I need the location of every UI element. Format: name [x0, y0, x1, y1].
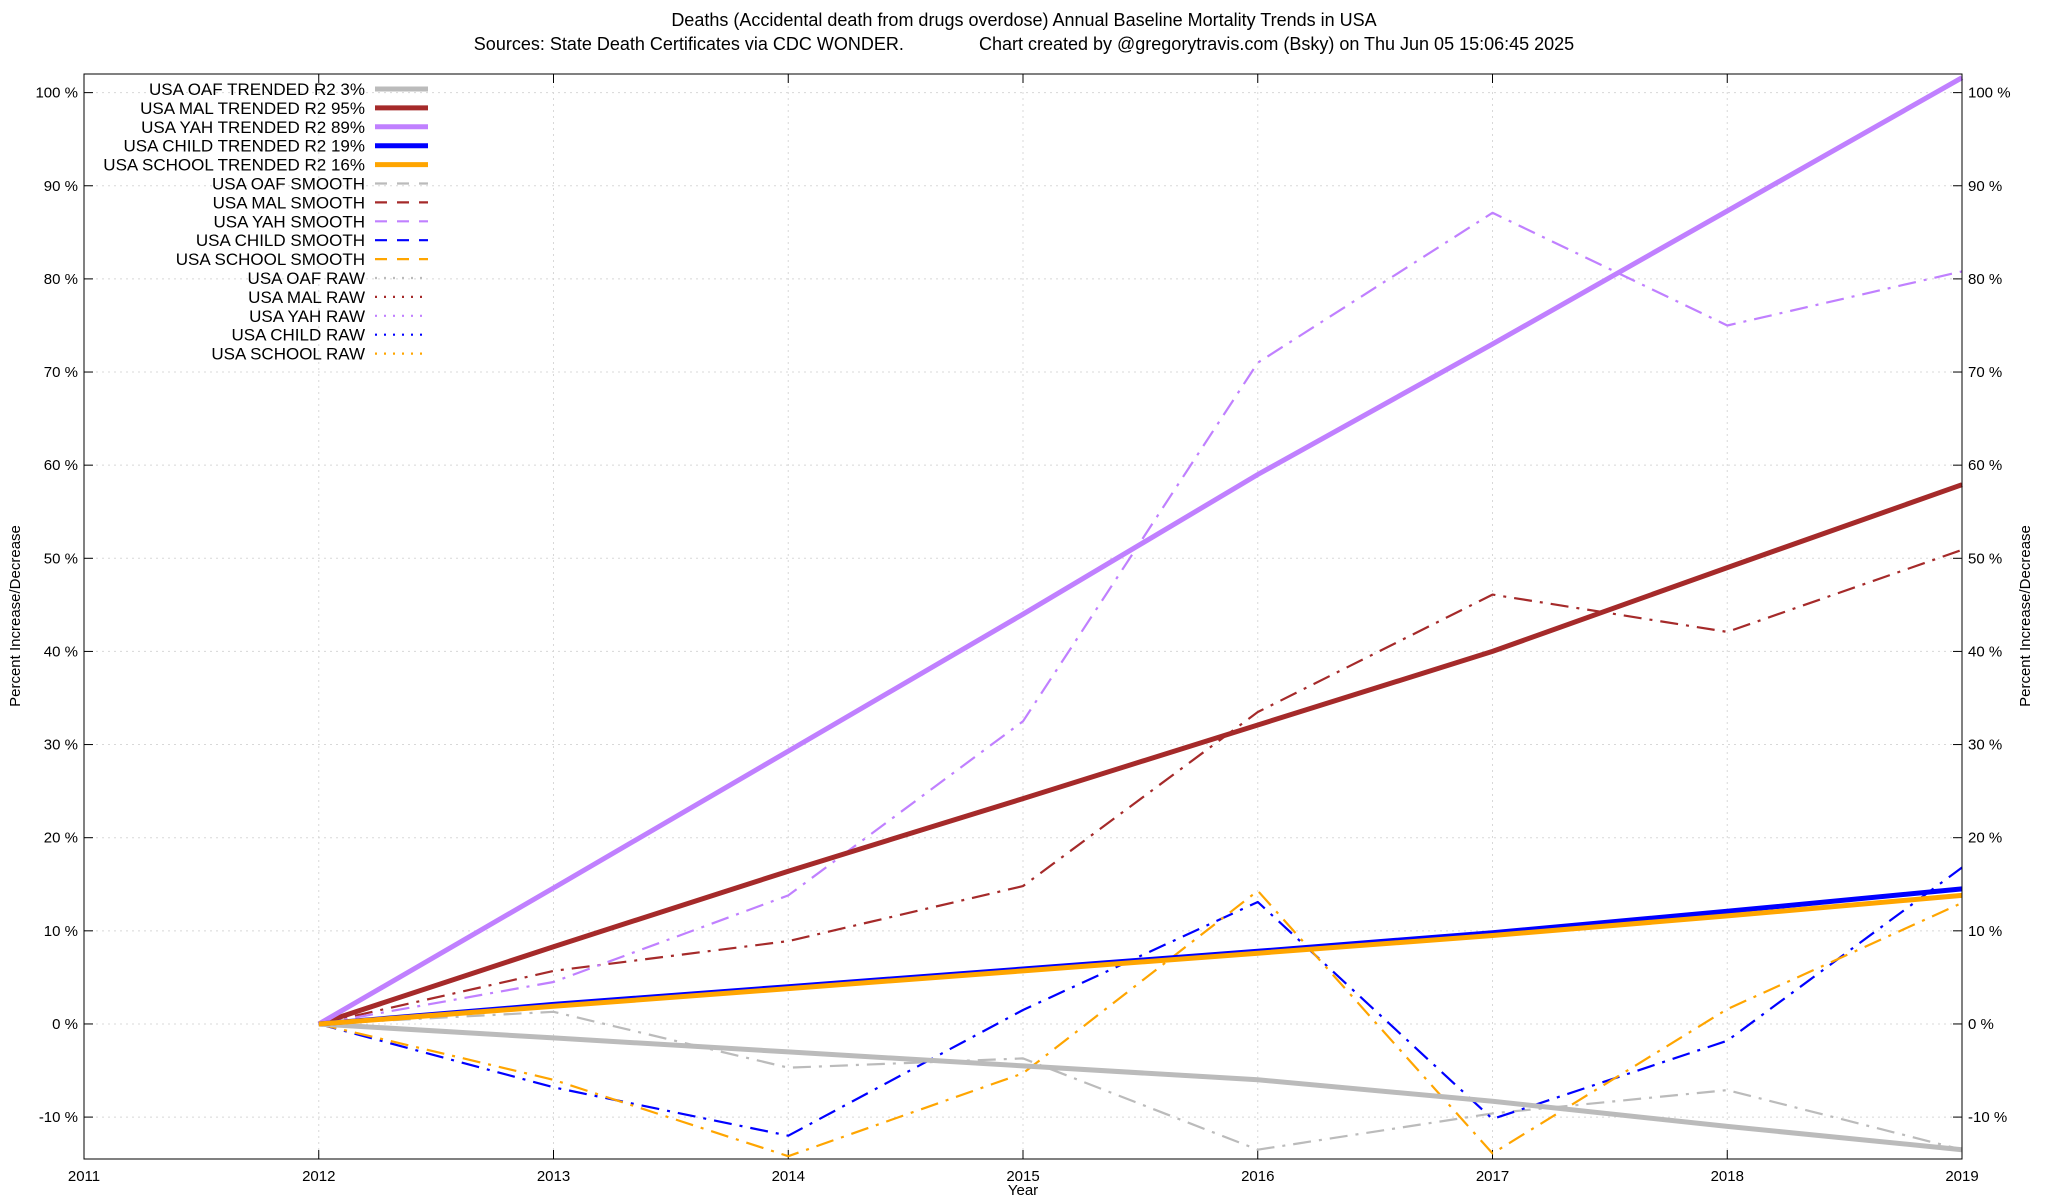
series-line-usa-mal-smooth [318, 548, 1963, 1026]
y-tick-label: 70 % [44, 364, 78, 381]
series-line-usa-yah-smooth [318, 211, 1963, 1026]
y2-tick-label: 60 % [1968, 457, 2002, 474]
y2-tick-label: 90 % [1968, 178, 2002, 195]
y-tick-label: 30 % [44, 737, 78, 754]
legend-label: USA YAH RAW [249, 307, 365, 326]
y2-tick-label: 70 % [1968, 364, 2002, 381]
series-line-usa-yah-trended-r2-89 [317, 75, 1964, 1027]
y2-tick-label: 50 % [1968, 550, 2002, 567]
x-tick-label: 2018 [1711, 1168, 1744, 1185]
y2-tick-label: 10 % [1968, 923, 2002, 940]
legend-label: USA OAF SMOOTH [212, 175, 365, 194]
x-tick-label: 2013 [537, 1168, 570, 1185]
y-tick-label: 100 % [35, 85, 78, 102]
y-tick-label: 90 % [44, 178, 78, 195]
series-line-usa-child-smooth [318, 866, 1963, 1137]
y2-tick-label: 80 % [1968, 271, 2002, 288]
chart-title: Deaths (Accidental death from drugs over… [671, 10, 1376, 30]
y-tick-label: 0 % [52, 1016, 78, 1033]
legend-label: USA MAL TRENDED R2 95% [140, 99, 365, 118]
y-axis-label: Percent Increase/Decrease [7, 525, 24, 707]
series-line-usa-oaf-trended-r2-3 [318, 1021, 1963, 1153]
plot-frame [83, 73, 1963, 1160]
x-tick-label: 2019 [1945, 1168, 1978, 1185]
y2-tick-label: 40 % [1968, 643, 2002, 660]
y-tick-label: 80 % [44, 271, 78, 288]
legend-label: USA MAL RAW [248, 288, 365, 307]
y-tick-label: 10 % [44, 923, 78, 940]
y2-tick-label: 0 % [1968, 1016, 1994, 1033]
legend-label: USA OAF RAW [248, 269, 365, 288]
y2-axis-label: Percent Increase/Decrease [2017, 525, 2034, 707]
legend-label: USA YAH SMOOTH [214, 212, 365, 231]
legend-label: USA CHILD RAW [231, 326, 365, 345]
y-tick-label: 20 % [44, 830, 78, 847]
x-tick-label: 2017 [1476, 1168, 1509, 1185]
y2-tick-label: 100 % [1968, 85, 2011, 102]
series-line-usa-oaf-smooth [318, 1010, 1963, 1151]
legend: USA OAF TRENDED R2 3%USA MAL TRENDED R2 … [103, 80, 428, 364]
y-tick-label: 50 % [44, 550, 78, 567]
x-tick-label: 2012 [302, 1168, 335, 1185]
legend-label: USA OAF TRENDED R2 3% [149, 80, 365, 99]
x-axis-label: Year [1008, 1182, 1038, 1199]
legend-label: USA CHILD TRENDED R2 19% [123, 137, 365, 156]
grid [83, 74, 1963, 1159]
y2-tick-label: 20 % [1968, 830, 2002, 847]
legend-label: USA YAH TRENDED R2 89% [141, 118, 365, 137]
legend-label: USA MAL SMOOTH [213, 193, 365, 212]
axis-ticks: -10 % -10 % 0 % 0 % 10 % 10 % 20 % 20 % 30 % 30 %… [35, 74, 2011, 1185]
legend-label: USA SCHOOL TRENDED R2 16% [103, 156, 365, 175]
x-tick-label: 2014 [772, 1168, 805, 1185]
series-line-usa-mal-trended-r2-95 [318, 482, 1963, 1027]
legend-label: USA CHILD SMOOTH [196, 231, 365, 250]
x-tick-label: 2016 [1241, 1168, 1274, 1185]
y2-tick-label: 30 % [1968, 737, 2002, 754]
y-tick-label: 60 % [44, 457, 78, 474]
y2-tick-label: -10 % [1968, 1109, 2007, 1126]
legend-label: USA SCHOOL RAW [211, 345, 365, 364]
y-tick-label: 40 % [44, 643, 78, 660]
chart-subtitle: Sources: State Death Certificates via CD… [474, 34, 1574, 54]
y-tick-label: -10 % [39, 1109, 78, 1126]
x-tick-label: 2011 [68, 1168, 100, 1185]
series-line-usa-school-trended-r2-16 [318, 892, 1963, 1027]
x-tick-label: 2015 [1006, 1168, 1039, 1185]
series-lines [317, 75, 1964, 1158]
legend-label: USA SCHOOL SMOOTH [176, 250, 365, 269]
